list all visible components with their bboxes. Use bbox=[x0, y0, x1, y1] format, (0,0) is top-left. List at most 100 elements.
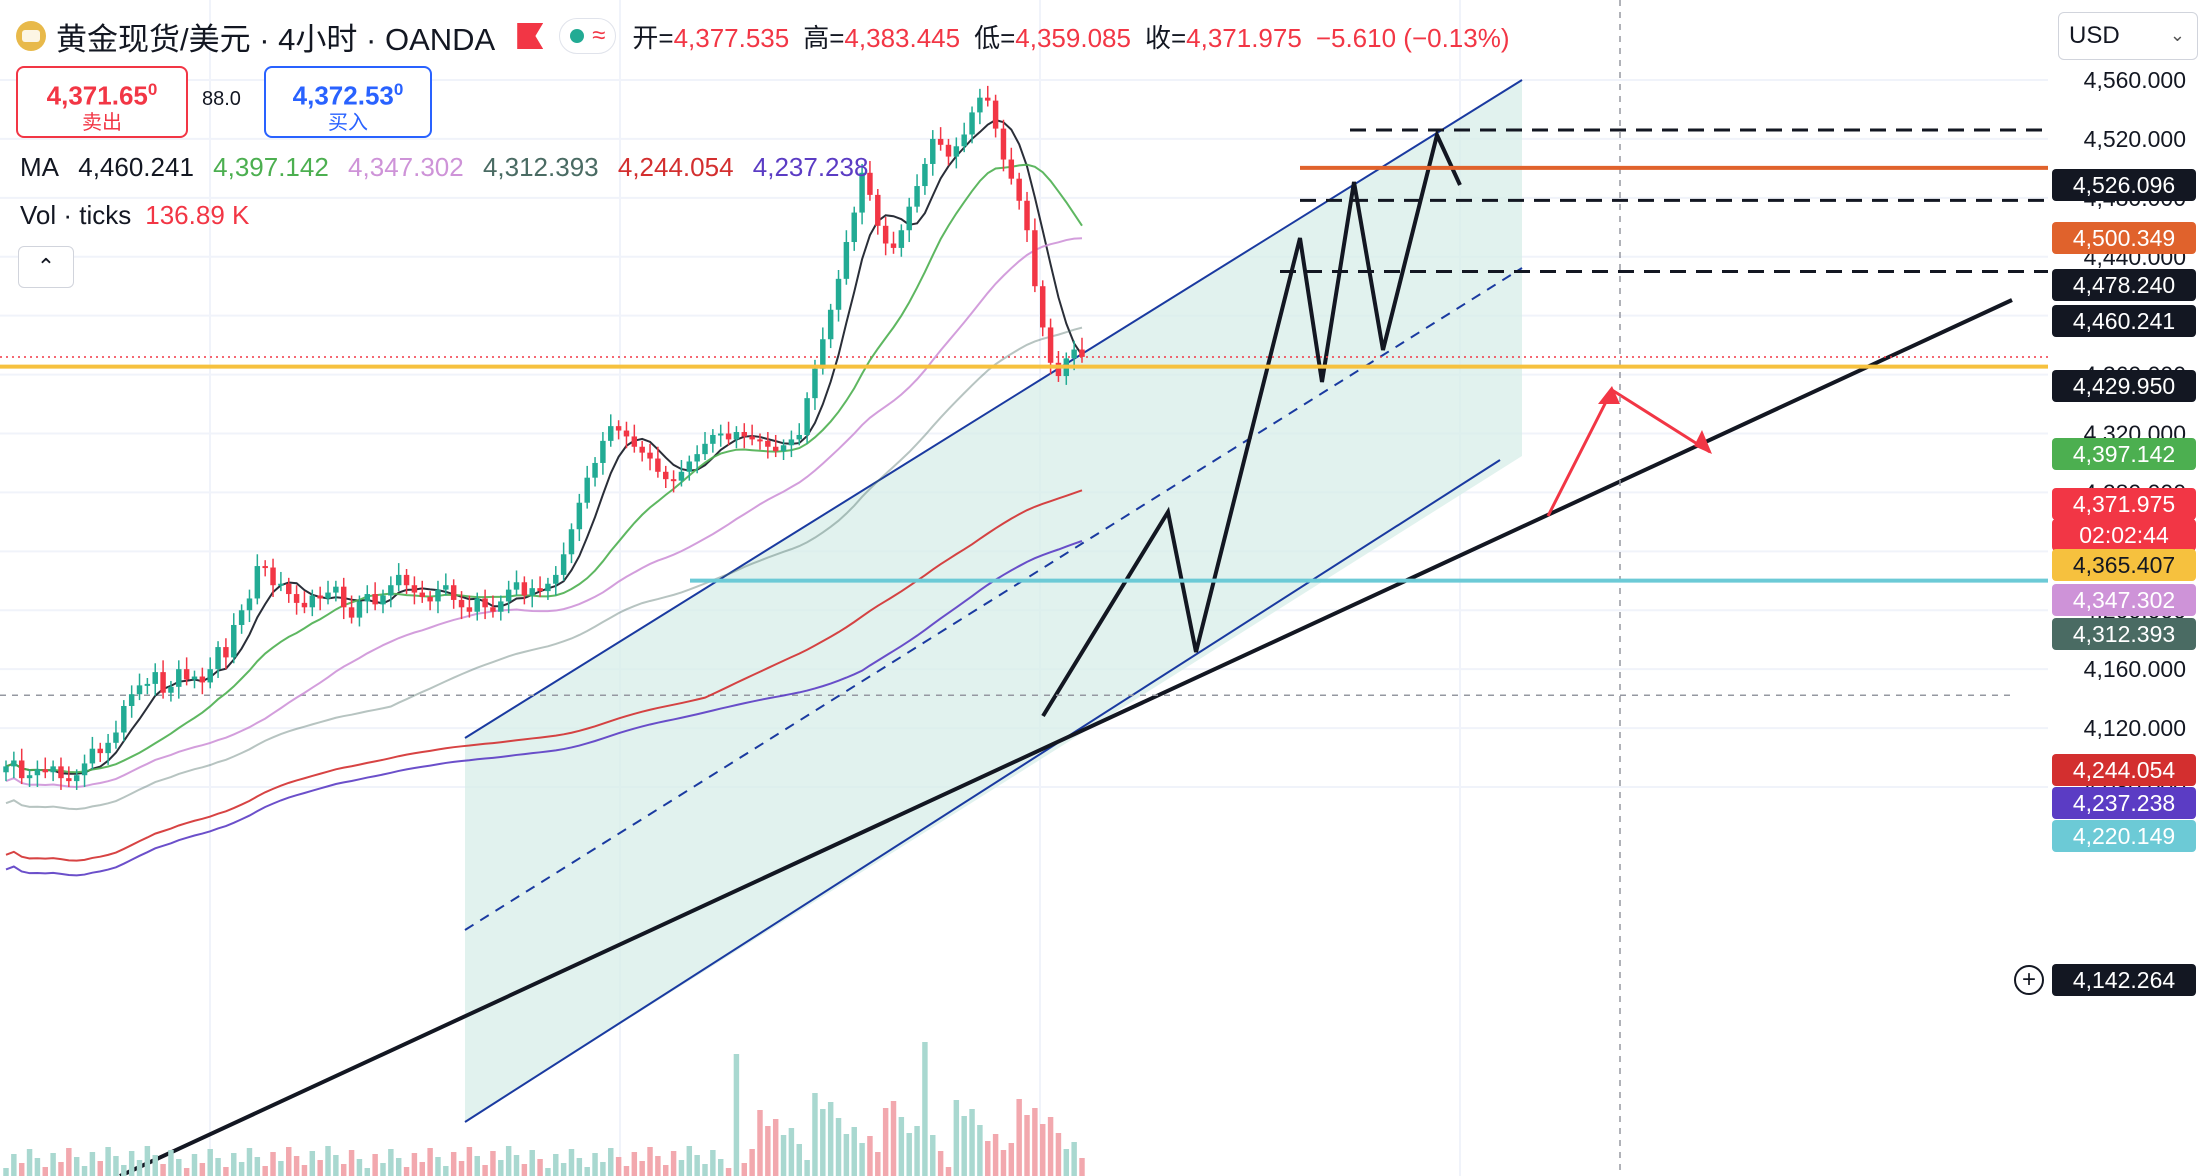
volume-bar bbox=[906, 1133, 912, 1176]
candle-body bbox=[843, 242, 850, 279]
candle-body bbox=[796, 434, 802, 440]
sell-button[interactable]: 4,371.650 卖出 bbox=[16, 66, 188, 138]
volume-bar bbox=[796, 1144, 802, 1176]
volume-bar bbox=[710, 1150, 716, 1176]
volume-bar bbox=[419, 1162, 425, 1176]
volume-bar bbox=[66, 1148, 72, 1176]
volume-bar bbox=[215, 1158, 221, 1176]
candle-body bbox=[372, 594, 378, 605]
volume-bar bbox=[922, 1042, 928, 1176]
volume-bar bbox=[615, 1157, 622, 1176]
volume-bar bbox=[58, 1162, 64, 1176]
candle-body bbox=[812, 368, 818, 399]
candle-body bbox=[1016, 178, 1022, 201]
candle-body bbox=[898, 230, 905, 248]
volume-legend[interactable]: Vol · ticks 136.89 K bbox=[20, 200, 249, 231]
volume-bar bbox=[191, 1154, 198, 1176]
volume-bar bbox=[482, 1165, 488, 1176]
price-tag: 02:02:44 bbox=[2052, 519, 2196, 551]
symbol-header: 黄金现货/美元 · 4小时 · OANDA ≈ 开=4,377.535 高=4,3… bbox=[16, 14, 1524, 58]
candle-body bbox=[113, 732, 119, 743]
candle-body bbox=[97, 748, 103, 754]
add-alert-plus-icon[interactable]: + bbox=[2014, 965, 2044, 995]
volume-bar bbox=[576, 1158, 583, 1176]
candle-body bbox=[749, 436, 755, 440]
buy-button[interactable]: 4,372.530 买入 bbox=[264, 66, 432, 138]
candle-body bbox=[584, 477, 590, 503]
collapse-legend-button[interactable]: ⌃ bbox=[18, 246, 74, 288]
volume-bar bbox=[765, 1126, 771, 1176]
volume-bar bbox=[655, 1156, 661, 1176]
market-open-dot-icon bbox=[570, 29, 585, 43]
volume-bar bbox=[286, 1147, 292, 1176]
volume-bar bbox=[26, 1149, 33, 1176]
candle-body bbox=[741, 432, 748, 437]
volume-bar bbox=[498, 1160, 504, 1176]
candle-body bbox=[199, 676, 206, 683]
price-tick-label: 4,160.000 bbox=[2084, 656, 2186, 682]
volume-bar bbox=[403, 1167, 410, 1176]
volume-bar bbox=[3, 1168, 9, 1176]
volume-bar bbox=[686, 1146, 693, 1176]
ma-legend[interactable]: MA 4,460.241 4,397.142 4,347.302 4,312.3… bbox=[20, 152, 880, 183]
candle-body bbox=[144, 683, 151, 686]
candle-body bbox=[875, 194, 881, 226]
price-tick-label: 4,560.000 bbox=[2084, 67, 2186, 93]
candle-body bbox=[545, 583, 551, 592]
candlesticks bbox=[3, 85, 1085, 790]
volume-bar bbox=[545, 1168, 551, 1176]
currency-select[interactable]: USD ⌄ bbox=[2058, 12, 2198, 60]
candle-body bbox=[686, 461, 693, 472]
sell-label: 卖出 bbox=[82, 111, 122, 134]
price-tag: 4,526.096 bbox=[2052, 169, 2196, 201]
volume-bar bbox=[639, 1161, 645, 1176]
volume-bar bbox=[1071, 1142, 1077, 1176]
volume-bar bbox=[121, 1165, 127, 1176]
candle-body bbox=[804, 398, 810, 435]
volume-bar bbox=[969, 1109, 975, 1176]
candle-body bbox=[73, 775, 80, 782]
open-value: 4,377.535 bbox=[673, 22, 790, 53]
symbol-title[interactable]: 黄金现货/美元 · 4小时 · OANDA bbox=[56, 21, 496, 57]
volume-bar bbox=[223, 1167, 229, 1176]
candle-body bbox=[608, 426, 614, 441]
candle-body bbox=[1040, 286, 1046, 328]
price-tag: 4,237.238 bbox=[2052, 787, 2196, 819]
candle-body bbox=[490, 607, 496, 612]
market-status-pill[interactable]: ≈ bbox=[559, 18, 617, 54]
flag-icon[interactable] bbox=[517, 23, 544, 49]
volume-bar bbox=[278, 1161, 284, 1176]
volume-bar bbox=[513, 1155, 520, 1176]
candle-body bbox=[937, 138, 944, 145]
moving-average-lines bbox=[5, 118, 1083, 877]
candle-body bbox=[678, 471, 685, 481]
volume-bar bbox=[1063, 1149, 1070, 1176]
candle-body bbox=[278, 583, 284, 586]
volume-bar bbox=[1055, 1133, 1062, 1176]
high-value: 4,383.445 bbox=[844, 22, 961, 53]
ma-value-4: 4,312.393 bbox=[482, 152, 599, 182]
ma-value-6: 4,237.238 bbox=[752, 152, 869, 182]
volume-bar bbox=[1024, 1115, 1030, 1176]
volume-bar bbox=[113, 1156, 119, 1176]
volume-bar bbox=[458, 1161, 465, 1176]
volume-bar bbox=[231, 1153, 237, 1176]
candle-body bbox=[66, 778, 72, 782]
candle-body bbox=[757, 439, 763, 442]
volume-bar bbox=[772, 1119, 779, 1176]
volume-bar bbox=[851, 1127, 857, 1176]
ma-value-3: 4,347.302 bbox=[348, 152, 464, 182]
volume-bar bbox=[663, 1165, 669, 1176]
volume-bar bbox=[325, 1146, 331, 1176]
candle-body bbox=[615, 426, 622, 431]
volume-bar bbox=[725, 1168, 732, 1176]
candle-body bbox=[710, 434, 716, 444]
volume-bar bbox=[953, 1100, 960, 1176]
candle-body bbox=[183, 669, 190, 680]
candle-body bbox=[890, 243, 897, 248]
channel-mid-line bbox=[464, 267, 1523, 931]
volume-bar bbox=[97, 1161, 103, 1176]
candle-body bbox=[498, 601, 504, 612]
sell-price: 4,371.65 bbox=[46, 80, 148, 111]
volume-bar bbox=[81, 1166, 88, 1176]
